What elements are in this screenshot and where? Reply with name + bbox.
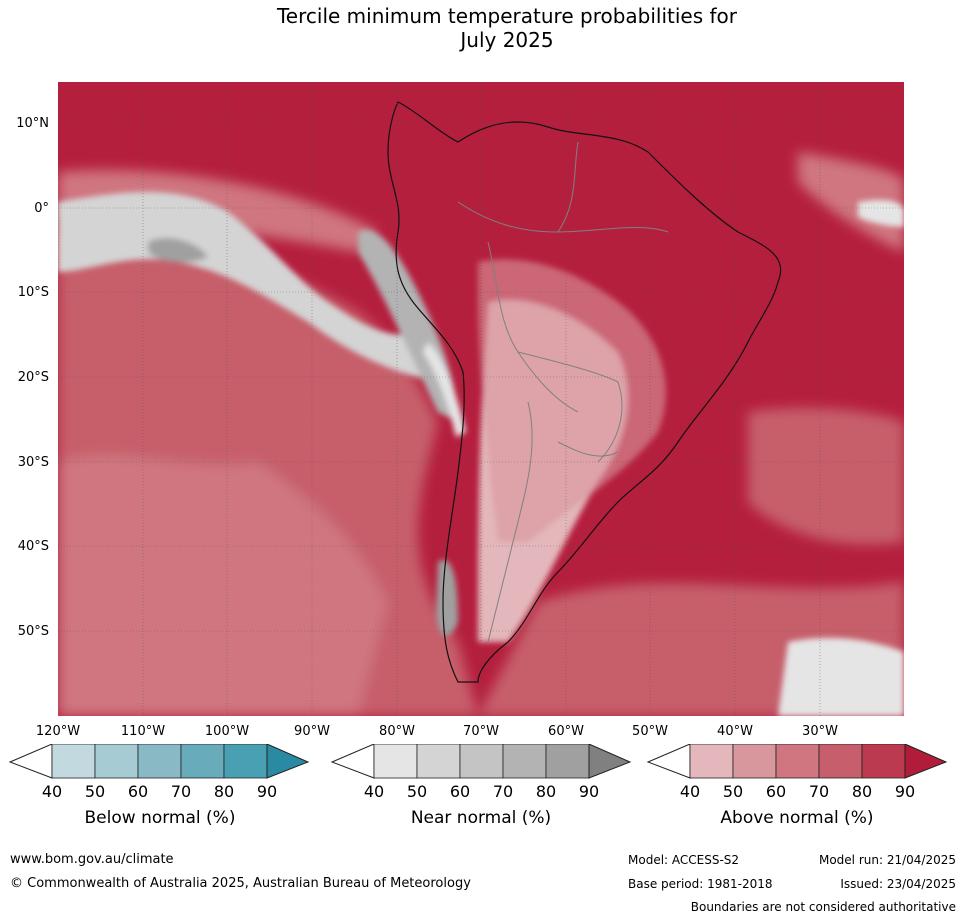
south-america-outline — [387, 101, 782, 683]
colorbar-near — [330, 744, 632, 779]
colorbar-near-seg-5 — [545, 744, 590, 779]
colorbar-above-seg-5 — [861, 744, 906, 779]
colorbar-below-label: Below normal (%) — [84, 808, 236, 828]
graticule — [58, 82, 904, 716]
colorbar-above-seg-3 — [775, 744, 820, 779]
lon-label-60w: 60°W — [548, 724, 584, 739]
below-tick-50: 50 — [84, 782, 106, 801]
colorbar-above-high-arrow — [904, 744, 948, 779]
base-period: Base period: 1981-2018 — [628, 877, 773, 891]
lon-label-50w: 50°W — [632, 724, 668, 739]
copyright-text: © Commonwealth of Australia 2025, Austra… — [10, 876, 471, 891]
colorbar-near-seg-4 — [502, 744, 547, 779]
lon-label-70w: 70°W — [463, 724, 499, 739]
lat-label-20s: 20°S — [17, 370, 49, 385]
lat-label-10s: 10°S — [17, 285, 49, 300]
near-normal-sw-atlantic — [778, 637, 904, 716]
colorbar-below-seg-1 — [51, 744, 96, 779]
near-tick-80: 80 — [535, 782, 557, 801]
above-tick-90: 90 — [894, 782, 916, 801]
below-tick-70: 70 — [170, 782, 192, 801]
colorbar-below-seg-2 — [94, 744, 139, 779]
above-tick-80: 80 — [851, 782, 873, 801]
colorbar-near-label: Near normal (%) — [410, 808, 552, 828]
near-tick-70: 70 — [492, 782, 514, 801]
above-tick-60: 60 — [765, 782, 787, 801]
issued-date: Issued: 23/04/2025 — [840, 877, 956, 891]
colorbar-below — [8, 744, 310, 779]
colorbar-near-seg-2 — [416, 744, 461, 779]
colorbar-above — [646, 744, 948, 779]
lon-label-120w: 120°W — [35, 724, 81, 739]
colorbar-below-seg-5 — [223, 744, 268, 779]
atlantic-ne-region — [798, 152, 904, 252]
colorbar-above-label: Above normal (%) — [720, 808, 874, 828]
colorbar-near-seg-1 — [373, 744, 418, 779]
map-title: Tercile minimum temperature probabilitie… — [0, 4, 965, 52]
lon-label-30w: 30°W — [802, 724, 838, 739]
map-title-line1: Tercile minimum temperature probabilitie… — [276, 4, 738, 28]
boundaries-disclaimer: Boundaries are not considered authoritat… — [690, 900, 956, 914]
near-tick-90: 90 — [578, 782, 600, 801]
map-title-line2: July 2025 — [460, 28, 554, 52]
below-tick-90: 90 — [256, 782, 278, 801]
above-tick-40: 40 — [679, 782, 701, 801]
below-tick-60: 60 — [127, 782, 149, 801]
near-normal-darker-patch — [148, 237, 208, 263]
near-tick-40: 40 — [363, 782, 385, 801]
probability-map — [58, 82, 904, 716]
below-tick-80: 80 — [213, 782, 235, 801]
lat-label-30s: 30°S — [17, 455, 49, 470]
lon-label-40w: 40°W — [717, 724, 753, 739]
lon-label-90w: 90°W — [294, 724, 330, 739]
near-tick-50: 50 — [406, 782, 428, 801]
lon-label-80w: 80°W — [379, 724, 415, 739]
lat-label-0: 0° — [34, 201, 49, 216]
near-normal-pacific-band — [58, 192, 438, 382]
lat-label-40s: 40°S — [17, 539, 49, 554]
near-normal-patagonia — [436, 560, 458, 636]
country-borders — [457, 141, 669, 643]
atlantic-east-region — [748, 407, 904, 545]
colorbar-near-seg-3 — [459, 744, 504, 779]
above-tick-50: 50 — [722, 782, 744, 801]
lon-label-110w: 110°W — [120, 724, 166, 739]
near-tick-60: 60 — [449, 782, 471, 801]
colorbar-below-low-arrow — [8, 744, 53, 779]
colorbar-above-seg-4 — [818, 744, 863, 779]
near-normal-east-eq — [858, 200, 904, 227]
colorbar-near-low-arrow — [330, 744, 375, 779]
colorbar-below-seg-4 — [180, 744, 225, 779]
colorbar-below-high-arrow — [266, 744, 310, 779]
model-run-date: Model run: 21/04/2025 — [818, 853, 956, 867]
interior-mid-above — [478, 259, 666, 542]
below-tick-40: 40 — [41, 782, 63, 801]
website-link[interactable]: www.bom.gov.au/climate — [10, 852, 174, 867]
lat-label-50s: 50°S — [17, 624, 49, 639]
colorbar-above-low-arrow — [646, 744, 691, 779]
colorbar-above-seg-2 — [732, 744, 777, 779]
near-normal-coastal — [358, 230, 458, 422]
colorbar-near-high-arrow — [588, 744, 632, 779]
above-tick-70: 70 — [808, 782, 830, 801]
colorbar-below-seg-3 — [137, 744, 182, 779]
model-name: Model: ACCESS-S2 — [628, 853, 740, 867]
colorbar-above-seg-1 — [689, 744, 734, 779]
near-normal-chile-coast — [423, 342, 466, 437]
lat-label-10n: 10°N — [16, 116, 49, 131]
lon-label-100w: 100°W — [204, 724, 250, 739]
pacific-lower-region — [58, 454, 388, 716]
